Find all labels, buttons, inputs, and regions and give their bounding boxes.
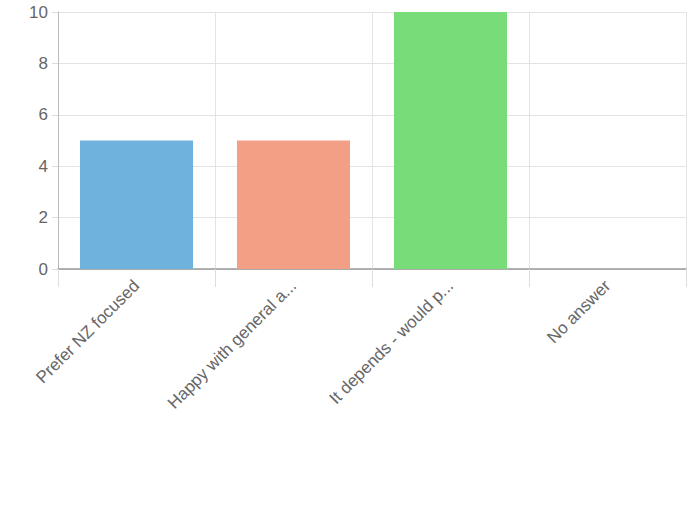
svg-text:Prefer NZ focused: Prefer NZ focused [32,276,143,387]
svg-text:4: 4 [39,157,48,176]
svg-text:It depends - would p...: It depends - would p... [326,276,458,408]
svg-text:No answer: No answer [543,276,614,347]
svg-text:8: 8 [39,54,48,73]
svg-text:Happy with general a...: Happy with general a... [164,276,300,412]
svg-text:6: 6 [39,105,48,124]
svg-text:2: 2 [39,208,48,227]
svg-text:10: 10 [29,3,48,22]
svg-text:0: 0 [39,260,48,279]
